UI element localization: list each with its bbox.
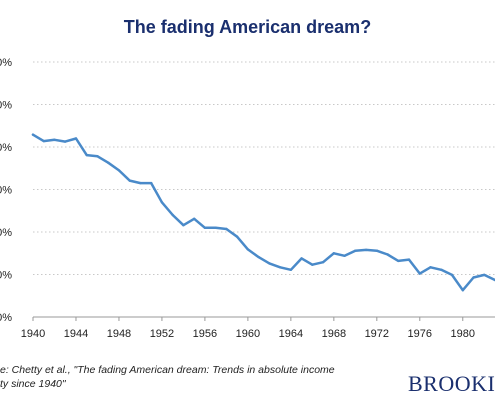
data-point — [278, 266, 282, 269]
data-point — [203, 226, 207, 229]
data-point — [246, 248, 250, 251]
data-point — [214, 226, 217, 229]
x-tick-label: 1944 — [64, 328, 88, 340]
chart-title: The fading American dream? — [123, 17, 372, 37]
y-tick-label: 80% — [0, 142, 12, 154]
data-point — [74, 137, 78, 140]
data-point — [85, 153, 88, 157]
data-point — [107, 161, 110, 164]
y-tick-label: 20% — [0, 270, 12, 282]
gridlines — [33, 61, 495, 318]
data-point — [182, 224, 185, 227]
data-point — [31, 133, 35, 136]
x-tick-label: 1940 — [21, 328, 45, 340]
data-point — [160, 201, 164, 204]
data-point — [450, 273, 454, 277]
x-tick-label: 1964 — [279, 328, 303, 340]
data-point — [117, 169, 121, 172]
x-tick-label: 1956 — [193, 328, 217, 340]
data-point — [96, 155, 99, 158]
data-point — [128, 179, 131, 182]
y-tick-label: 60% — [0, 185, 12, 197]
x-tick-label: 1976 — [408, 328, 432, 340]
data-point — [321, 261, 325, 264]
data-point — [300, 257, 303, 260]
data-point — [354, 249, 357, 252]
data-point — [472, 276, 475, 279]
y-tick-label: 120% — [0, 57, 12, 69]
data-point — [53, 138, 56, 141]
data-point — [171, 213, 174, 217]
data-point — [150, 181, 153, 185]
x-tick-label: 1948 — [107, 328, 131, 340]
line-chart: 0%20%40%60%80%100%120% 19401944194819521… — [0, 57, 495, 340]
data-point — [311, 263, 314, 266]
data-point — [257, 255, 260, 259]
data-point — [429, 266, 432, 269]
source-note: e: Chetty et al., "The fading American d… — [0, 364, 335, 390]
data-point — [332, 252, 335, 255]
data-point — [461, 289, 464, 292]
data-point — [397, 259, 400, 263]
y-tick-label: 100% — [0, 100, 12, 112]
x-tick-label: 1972 — [365, 328, 389, 340]
data-point — [418, 272, 421, 275]
series-line — [31, 133, 495, 292]
data-point — [343, 254, 346, 257]
y-axis: 0% 20% 40% 60% 80% 100% 120% — [0, 57, 12, 324]
data-point — [375, 249, 378, 252]
data-point — [364, 248, 368, 252]
x-tick-label: 1960 — [236, 328, 260, 340]
data-point — [235, 235, 239, 238]
x-tick-label: 1952 — [150, 328, 174, 340]
x-axis: 1940 1944 1948 1952 1956 1960 1964 1968 1972 1976… — [21, 316, 495, 340]
x-tick-label: 1968 — [322, 328, 346, 340]
data-point — [440, 268, 443, 271]
data-point — [289, 268, 293, 271]
series-layer — [31, 133, 495, 292]
data-point — [42, 139, 45, 143]
y-tick-label: 0% — [0, 312, 12, 324]
data-point — [225, 227, 228, 231]
y-tick-label: 40% — [0, 227, 12, 239]
data-point — [139, 181, 142, 185]
data-point — [193, 217, 196, 220]
data-point — [63, 140, 67, 143]
data-point — [407, 258, 411, 261]
data-point — [483, 273, 486, 277]
brand-logo: BROOKI — [408, 371, 495, 396]
data-point — [386, 253, 389, 256]
data-point — [268, 262, 271, 265]
x-tick-label: 1980 — [451, 328, 475, 340]
